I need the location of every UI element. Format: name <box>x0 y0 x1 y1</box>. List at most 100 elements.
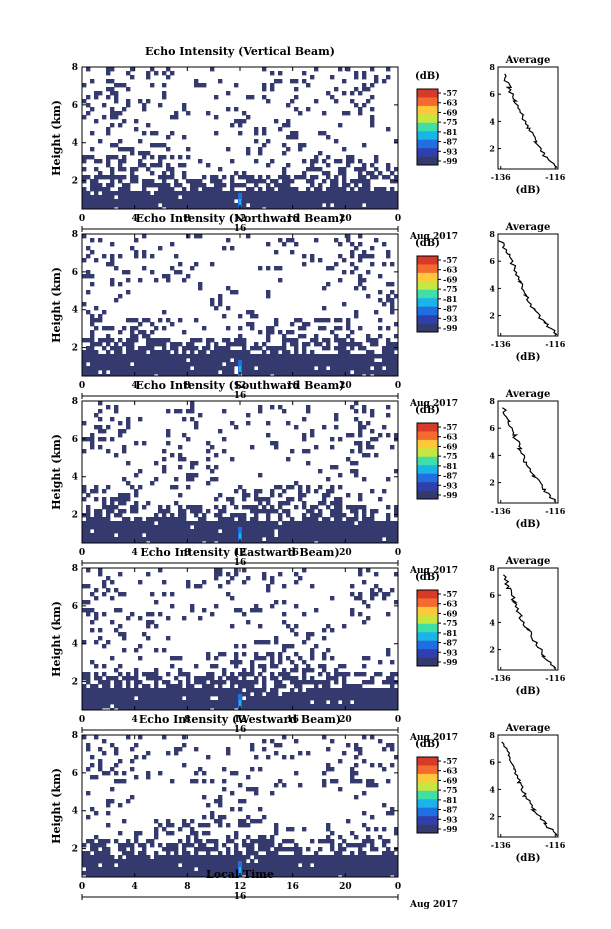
y-axis-label: Height (km) <box>50 434 63 510</box>
average-profile-line <box>498 240 558 336</box>
colorbar-unit: (dB) <box>415 238 440 249</box>
colorbar-segment <box>417 657 438 667</box>
y-tick-label: 2 <box>72 177 78 187</box>
average-y-tick-label: 8 <box>489 396 495 406</box>
colorbar-segment <box>417 773 438 783</box>
colorbar-tick-label: -57 <box>443 589 457 599</box>
colorbar-tick-label: -99 <box>443 323 458 333</box>
colorbar-tick-label: -75 <box>443 618 457 628</box>
average-profile-line <box>502 407 556 502</box>
colorbar-segment <box>417 765 438 775</box>
average-x-tick-label: -116 <box>545 673 565 683</box>
y-tick-label: 4 <box>72 640 78 650</box>
y-tick-label: 6 <box>72 101 78 111</box>
x-tick-label: 16 <box>286 214 299 224</box>
average-y-tick-label: 4 <box>489 450 495 460</box>
colorbar-tick-label: -93 <box>443 146 458 156</box>
x-tick-label: 20 <box>339 381 352 391</box>
colorbar-segment <box>417 590 438 599</box>
x-tick-label: 4 <box>132 381 138 391</box>
colorbar-segment <box>417 114 438 124</box>
average-y-tick-label: 6 <box>489 590 495 600</box>
colorbar-tick-label: -69 <box>443 274 458 284</box>
colorbar-tick-label: -75 <box>443 117 457 127</box>
colorbar-tick-label: -93 <box>443 313 458 323</box>
colorbar-segment <box>417 289 438 299</box>
colorbar-tick-label: -81 <box>443 795 457 805</box>
colorbar-tick-label: -87 <box>443 638 457 648</box>
colorbar-segment <box>417 105 438 115</box>
colorbar-tick-label: -99 <box>443 657 458 667</box>
average-frame <box>497 734 559 838</box>
colorbar-segment <box>417 439 438 449</box>
y-tick-label: 6 <box>72 602 78 612</box>
y-tick-label: 2 <box>72 845 78 855</box>
colorbar-segment <box>417 97 438 107</box>
x-tick-label: 16 <box>286 715 299 725</box>
average-x-tick-label: -116 <box>545 172 565 182</box>
y-axis-label: Height (km) <box>50 601 63 677</box>
colorbar-frame <box>416 589 439 667</box>
beam-panel: Echo Intensity (Vertical Beam) 2 4 6 8 Height… <box>50 45 566 242</box>
x-tick-label: 20 <box>339 214 352 224</box>
x-tick-label: 0 <box>395 381 401 391</box>
colorbar-segment <box>417 640 438 650</box>
colorbar-segment <box>417 156 438 166</box>
average-frame <box>497 66 559 170</box>
panel-title: Echo Intensity (Northward Beam) <box>136 212 345 225</box>
colorbar-tick-label: -99 <box>443 490 458 500</box>
x-tick-label: 16 <box>286 882 299 892</box>
heatmap-cells <box>82 401 398 543</box>
average-x-tick-label: -136 <box>491 506 511 516</box>
average-frame <box>497 233 559 337</box>
average-y-tick-label: 8 <box>489 563 495 573</box>
average-profile-line <box>501 741 558 836</box>
y-tick-label: 8 <box>72 564 78 574</box>
average-x-label: (dB) <box>516 185 541 196</box>
average-x-label: (dB) <box>516 853 541 864</box>
average-y-tick-label: 4 <box>489 784 495 794</box>
colorbar-tick-label: -75 <box>443 451 457 461</box>
x-tick-label: 0 <box>395 715 401 725</box>
x-tick-label: 0 <box>395 882 401 892</box>
average-title: Average <box>505 723 551 734</box>
y-tick-label: 4 <box>72 139 78 149</box>
colorbar-tick-label: -63 <box>443 599 458 609</box>
y-axis-label: Height (km) <box>50 100 63 176</box>
colorbar-segment <box>417 799 438 808</box>
colorbar-frame <box>416 88 439 166</box>
average-y-tick-label: 6 <box>489 89 495 99</box>
x-tick-label: 16 <box>286 381 299 391</box>
heatmap-cells <box>82 234 398 376</box>
x-tick-label: 12 <box>234 548 247 558</box>
panel-title: Echo Intensity (Vertical Beam) <box>145 45 335 58</box>
beam-panel: Echo Intensity (Northward Beam) 2 4 6 8 Heigh… <box>50 212 566 409</box>
average-y-tick-label: 4 <box>489 116 495 126</box>
x-axis-label: Local Time <box>206 868 274 881</box>
average-title: Average <box>505 556 551 567</box>
colorbar-segment <box>417 807 438 817</box>
y-tick-label: 6 <box>72 435 78 445</box>
colorbar-tick-label: -75 <box>443 284 457 294</box>
colorbar-segment <box>417 423 438 432</box>
x-tick-label: 8 <box>184 214 190 224</box>
x-tick-label: 8 <box>184 882 190 892</box>
y-tick-label: 8 <box>72 731 78 741</box>
average-frame <box>497 400 559 504</box>
heatmap-cells <box>82 735 398 877</box>
average-frame <box>497 567 559 671</box>
colorbar-tick-label: -93 <box>443 814 458 824</box>
average-x-label: (dB) <box>516 352 541 363</box>
date-marker: 16 <box>234 224 247 234</box>
colorbar-segment <box>417 448 438 458</box>
colorbar-segment <box>417 782 438 792</box>
colorbar-frame <box>416 255 439 333</box>
average-profile-line <box>503 73 558 169</box>
average-y-tick-label: 8 <box>489 62 495 72</box>
colorbar-segment <box>417 131 438 140</box>
colorbar-tick-label: -69 <box>443 608 458 618</box>
beam-panel: Echo Intensity (Westward Beam) 2 4 6 8 Height… <box>50 713 566 910</box>
date-label: Aug 2017 <box>409 733 458 743</box>
y-tick-label: 8 <box>72 230 78 240</box>
